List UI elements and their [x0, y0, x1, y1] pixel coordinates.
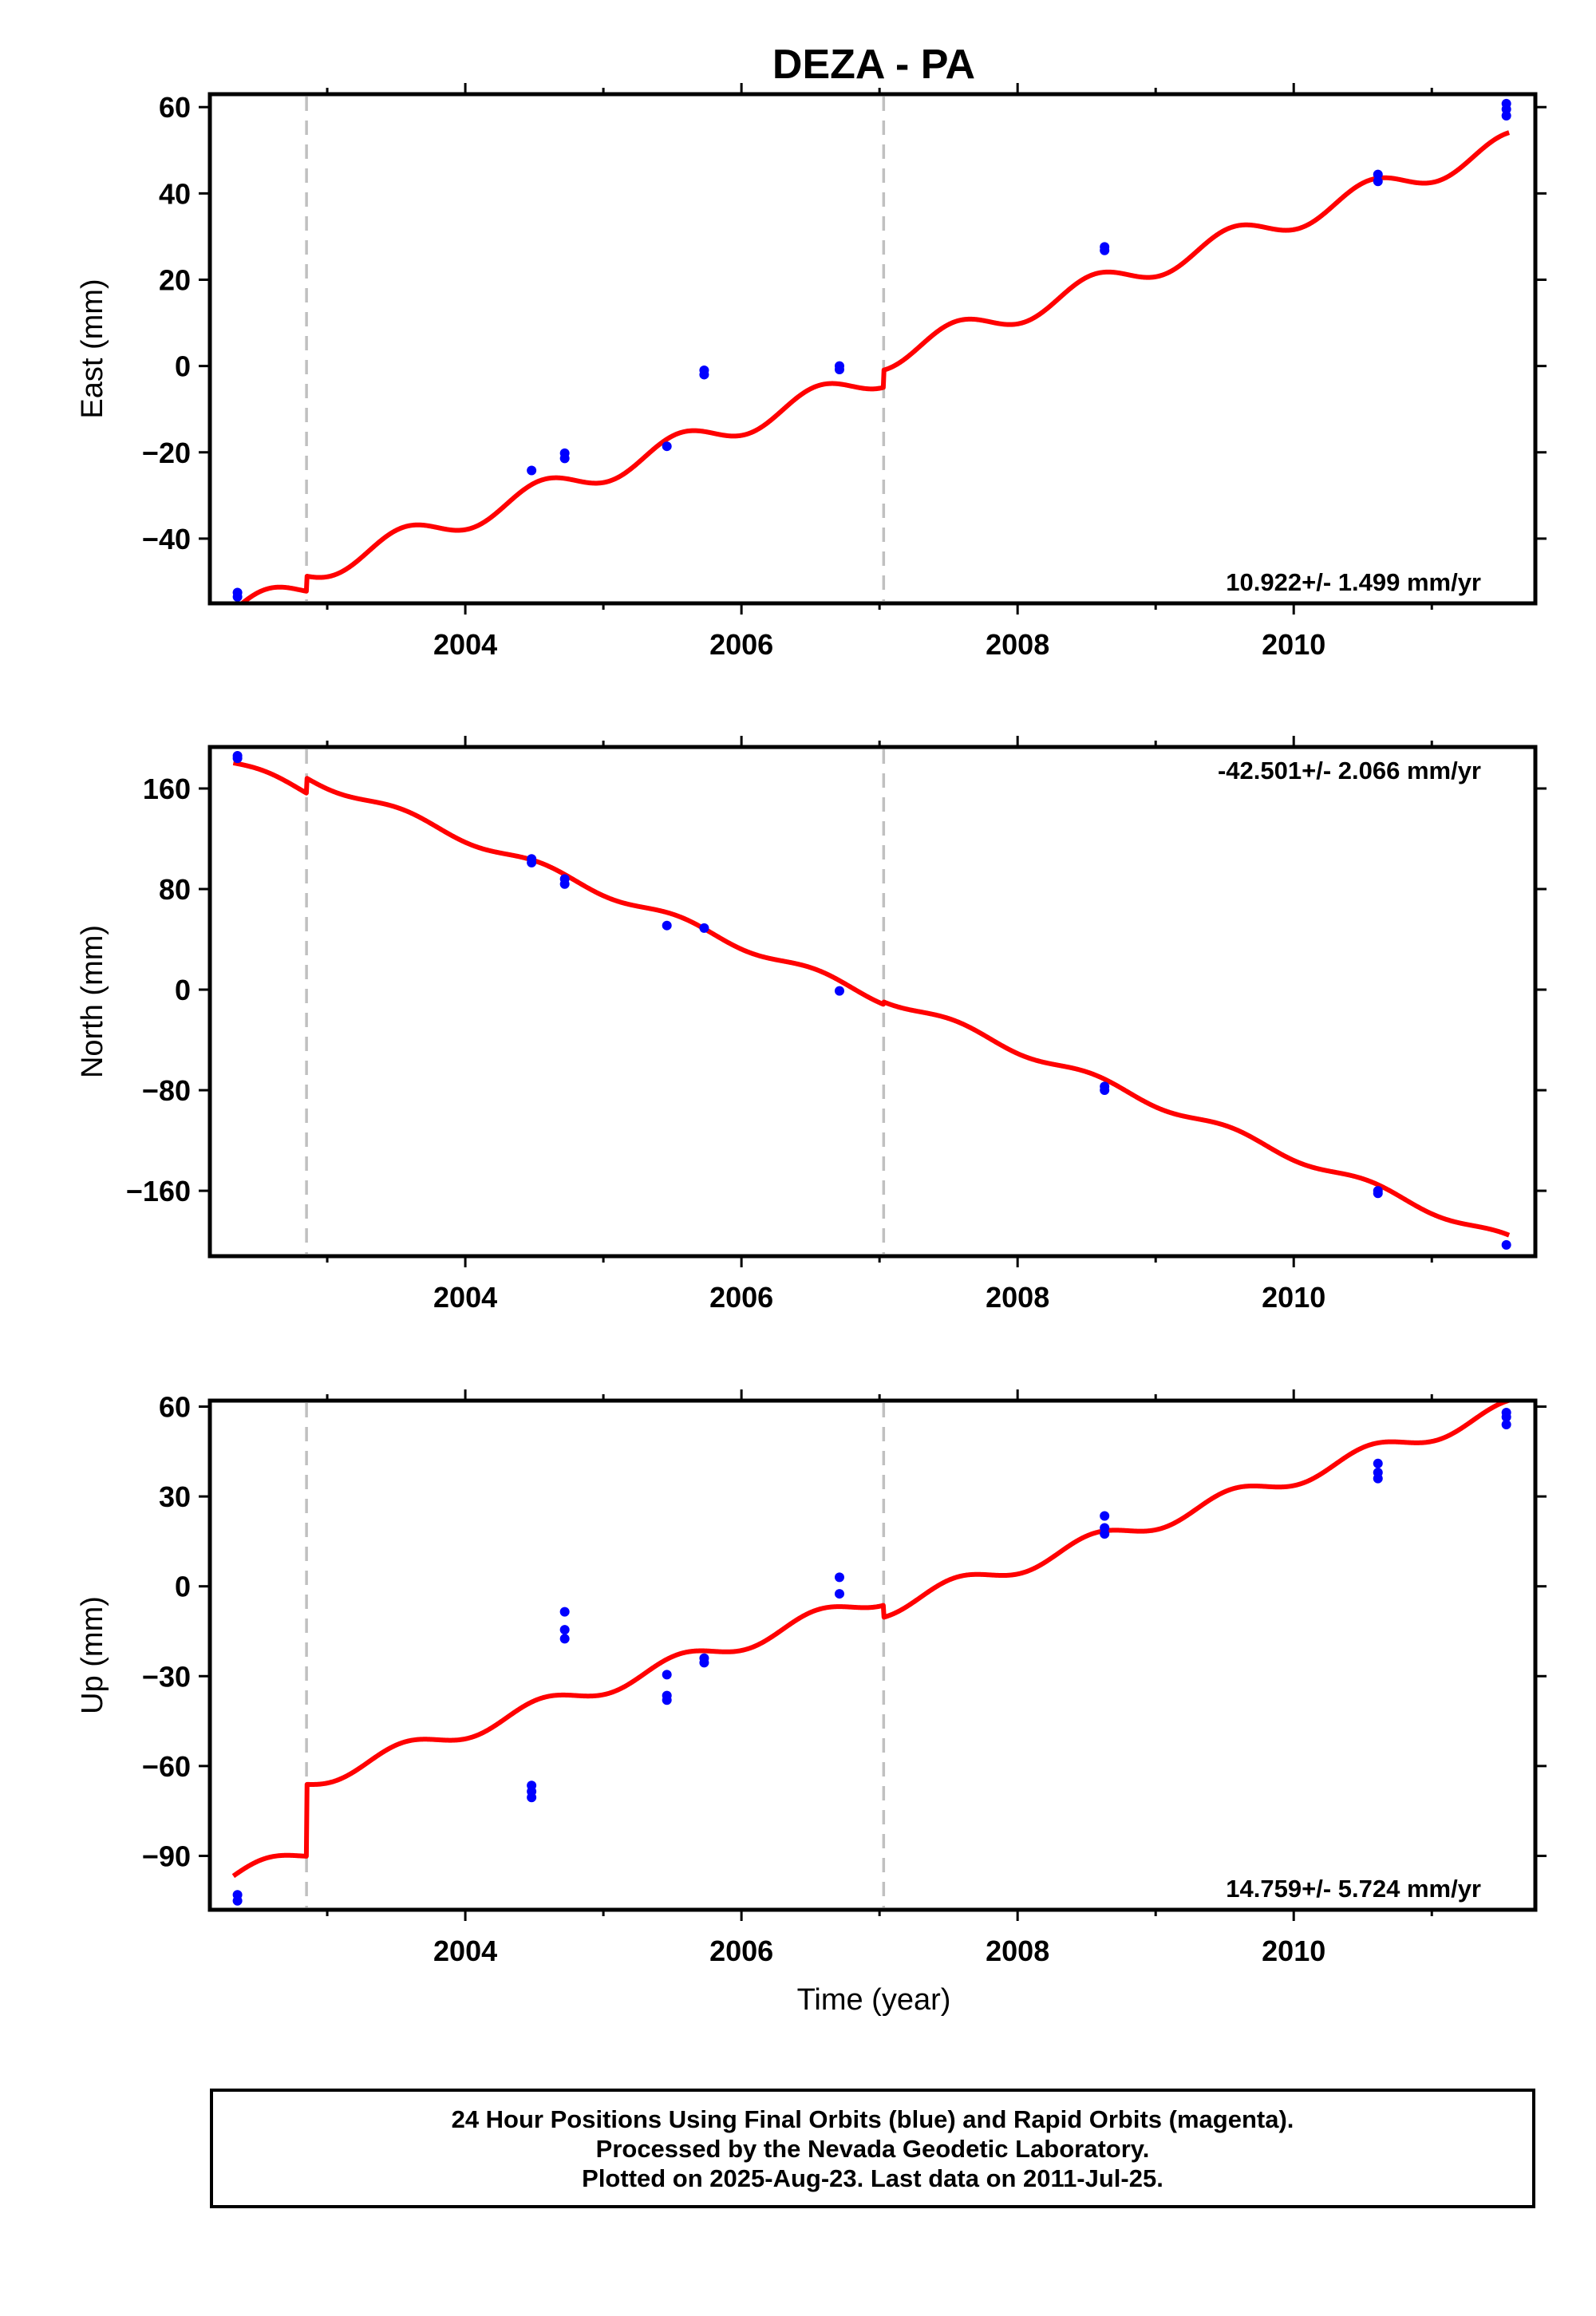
east-data-point-12 — [1373, 176, 1383, 187]
up-y-tick-label: −30 — [142, 1660, 191, 1693]
up-panel: 2004 2006 2008 2010 −90 −60 −30 0 30 60 Up (mm) 14.… — [76, 1389, 1547, 1967]
up-x-tick-label: 2006 — [709, 1935, 773, 1967]
east-plot-frame — [207, 92, 1538, 606]
east-x-tick-label: 2008 — [986, 628, 1049, 661]
up-data-point-13 — [834, 1572, 844, 1583]
up-data-point-23 — [1501, 1420, 1511, 1430]
north-x-tick-label: 2008 — [986, 1281, 1049, 1314]
chart-title: DEZA - PA — [772, 41, 975, 88]
up-data-point-5 — [559, 1607, 570, 1617]
up-y-tick-label: 0 — [175, 1571, 191, 1603]
north-x-tick-label: 2004 — [433, 1281, 497, 1314]
north-data-point-5 — [559, 874, 570, 884]
north-model-curve — [231, 760, 1511, 1238]
up-y-tick-label: 60 — [159, 1391, 191, 1424]
up-data-point-17 — [1100, 1529, 1110, 1539]
east-y-axis-title: East (mm) — [76, 279, 109, 418]
up-y-axis-title: Up (mm) — [76, 1596, 109, 1714]
up-data-point-1 — [232, 1895, 243, 1906]
east-velocity-label: 10.922+/- 1.499 mm/yr — [1226, 568, 1481, 596]
up-velocity-label: 14.759+/- 5.724 mm/yr — [1226, 1875, 1481, 1903]
north-y-tick-label: 80 — [159, 873, 191, 906]
north-y-tick-label: 0 — [175, 974, 191, 1006]
east-y-tick-label: −40 — [142, 523, 191, 555]
east-data-point-2 — [527, 465, 537, 476]
east-model-curve — [238, 130, 1511, 603]
north-data-point-1 — [232, 751, 243, 761]
up-data-point-14 — [834, 1589, 844, 1599]
up-y-tick-label: −60 — [142, 1750, 191, 1783]
east-x-tick-label: 2010 — [1262, 628, 1325, 661]
east-data-point-9 — [834, 364, 844, 374]
east-data-point-13 — [1373, 169, 1383, 180]
north-y-tick-label: 160 — [143, 773, 191, 805]
up-data-point-18 — [1373, 1458, 1383, 1468]
east-panel: 2004 2006 2008 2010 −40 −20 0 20 40 60 East (mm) 10… — [76, 83, 1547, 661]
up-data-point-6 — [559, 1625, 570, 1635]
north-data-point-10 — [1100, 1085, 1110, 1096]
up-data-point-8 — [662, 1670, 672, 1680]
north-x-tick-label: 2010 — [1262, 1281, 1325, 1314]
east-y-tick-label: 60 — [159, 91, 191, 124]
x-axis-title: Time (year) — [797, 1983, 951, 2017]
east-y-tick-label: 0 — [175, 350, 191, 383]
north-data-point-12 — [1373, 1188, 1383, 1199]
up-x-tick-label: 2010 — [1262, 1935, 1325, 1967]
east-y-tick-label: 40 — [159, 177, 191, 210]
north-plot-frame — [207, 745, 1538, 1259]
footer-line-orbits: 24 Hour Positions Using Final Orbits (bl… — [451, 2105, 1294, 2133]
north-data-point-6 — [662, 920, 672, 931]
footer-line-processor: Processed by the Nevada Geodetic Laborat… — [595, 2134, 1150, 2163]
up-data-point-10 — [662, 1695, 672, 1705]
north-x-tick-label: 2006 — [709, 1281, 773, 1314]
east-data-point-1 — [232, 591, 243, 602]
footer-line-dates: Plotted on 2025-Aug-23. Last data on 201… — [582, 2164, 1163, 2192]
north-data-point-7 — [699, 923, 709, 933]
up-data-point-22 — [1501, 1412, 1511, 1422]
east-data-point-11 — [1100, 242, 1110, 252]
east-x-tick-label: 2004 — [433, 628, 497, 661]
north-panel: 2004 2006 2008 2010 −160 −80 0 80 160 North (mm) -… — [76, 736, 1547, 1314]
east-data-point-4 — [559, 453, 570, 464]
up-data-point-20 — [1373, 1473, 1383, 1484]
north-y-axis-title: North (mm) — [76, 925, 109, 1078]
up-plot-frame — [207, 1398, 1538, 1912]
up-y-tick-label: 30 — [159, 1480, 191, 1513]
north-data-point-3 — [527, 854, 537, 864]
north-data-point-8 — [834, 986, 844, 996]
up-model-curve — [231, 1401, 1511, 1879]
east-data-point-16 — [1501, 98, 1511, 109]
up-y-tick-label: −90 — [142, 1840, 191, 1872]
north-y-tick-label: −160 — [126, 1175, 191, 1207]
up-x-tick-label: 2004 — [433, 1935, 497, 1967]
up-data-point-4 — [527, 1792, 537, 1803]
up-data-point-15 — [1100, 1511, 1110, 1521]
up-x-tick-label: 2008 — [986, 1935, 1049, 1967]
processing-info-box: 24 Hour Positions Using Final Orbits (bl… — [210, 2089, 1535, 2208]
east-y-tick-label: 20 — [159, 263, 191, 296]
east-x-tick-label: 2006 — [709, 628, 773, 661]
up-data-point-7 — [559, 1634, 570, 1644]
east-data-point-5 — [662, 441, 672, 452]
north-data-point-13 — [1501, 1239, 1511, 1250]
north-velocity-label: -42.501+/- 2.066 mm/yr — [1218, 757, 1481, 785]
east-data-point-7 — [699, 370, 709, 380]
east-y-tick-label: −20 — [142, 437, 191, 469]
up-data-point-12 — [699, 1658, 709, 1668]
north-y-tick-label: −80 — [142, 1074, 191, 1107]
